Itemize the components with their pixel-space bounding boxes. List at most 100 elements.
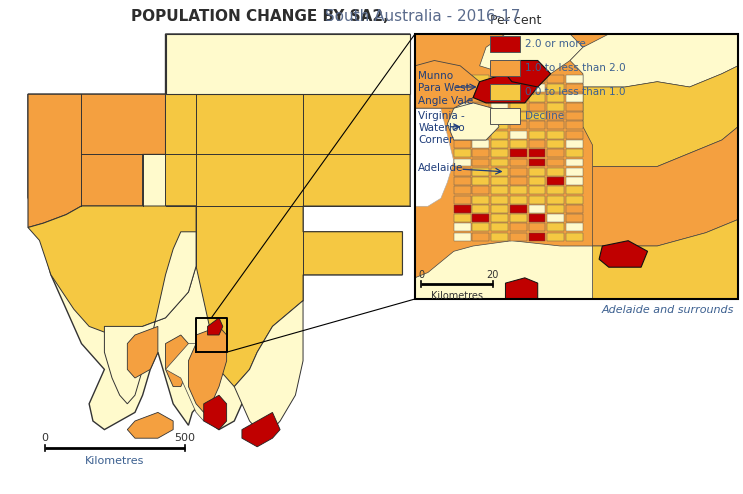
Text: South Australia - 2016-17: South Australia - 2016-17 [319,9,520,24]
Polygon shape [166,34,410,94]
Polygon shape [454,75,470,83]
Polygon shape [510,168,527,176]
Text: Decline: Decline [525,111,564,121]
Polygon shape [510,103,527,111]
Polygon shape [548,214,564,222]
Polygon shape [566,196,583,204]
Polygon shape [491,103,508,111]
Polygon shape [566,214,583,222]
Polygon shape [529,103,545,111]
Polygon shape [548,84,564,92]
Polygon shape [548,159,564,166]
Polygon shape [473,149,490,157]
Polygon shape [166,94,410,387]
Polygon shape [529,177,545,185]
Polygon shape [473,177,490,185]
Polygon shape [473,140,490,148]
Polygon shape [566,149,583,157]
Polygon shape [491,214,508,222]
Polygon shape [505,278,538,299]
Polygon shape [529,223,545,231]
Polygon shape [548,186,564,194]
Polygon shape [491,84,508,92]
Text: Kilometres: Kilometres [85,456,145,466]
Polygon shape [510,177,527,185]
Polygon shape [510,140,527,148]
Polygon shape [491,112,508,120]
Polygon shape [548,233,564,241]
Polygon shape [529,75,545,83]
Polygon shape [548,112,564,120]
Polygon shape [566,131,583,139]
Polygon shape [415,241,593,299]
Polygon shape [510,94,527,102]
Polygon shape [548,168,564,176]
Polygon shape [510,196,527,204]
Text: 1.0 to less than 2.0: 1.0 to less than 2.0 [525,63,626,73]
Polygon shape [548,205,564,213]
Polygon shape [473,74,538,103]
Polygon shape [415,108,454,206]
Polygon shape [529,205,545,213]
Polygon shape [566,159,583,166]
Polygon shape [473,122,490,129]
Bar [415,34,738,299]
Polygon shape [566,94,583,102]
Polygon shape [529,168,545,176]
Polygon shape [473,186,490,194]
Polygon shape [548,94,564,102]
Polygon shape [207,318,223,335]
Polygon shape [242,412,280,447]
Polygon shape [529,140,545,148]
Text: 20: 20 [487,270,499,281]
Polygon shape [473,131,490,139]
Polygon shape [566,140,583,148]
Polygon shape [510,159,527,166]
Bar [490,108,520,124]
Polygon shape [473,75,490,83]
Polygon shape [473,84,490,92]
Polygon shape [548,103,564,111]
Polygon shape [491,122,508,129]
Polygon shape [491,168,508,176]
Polygon shape [548,223,564,231]
Polygon shape [570,34,738,87]
Polygon shape [28,94,166,228]
Polygon shape [593,127,738,246]
Polygon shape [454,186,470,194]
Text: 2.0 or more: 2.0 or more [525,39,585,49]
Bar [415,34,738,299]
Polygon shape [548,177,564,185]
Polygon shape [510,205,527,213]
Polygon shape [473,196,490,204]
Polygon shape [529,112,545,120]
Polygon shape [529,159,545,166]
Polygon shape [491,131,508,139]
Polygon shape [566,186,583,194]
Polygon shape [548,131,564,139]
Polygon shape [473,159,490,166]
Polygon shape [510,84,527,92]
Polygon shape [593,219,738,299]
Polygon shape [566,205,583,213]
Polygon shape [454,112,470,120]
Polygon shape [548,196,564,204]
Text: Virginia -
Waterloo
Corner: Virginia - Waterloo Corner [418,111,465,145]
Polygon shape [166,335,189,387]
Polygon shape [491,205,508,213]
Polygon shape [454,122,470,129]
Polygon shape [454,168,470,176]
Polygon shape [491,223,508,231]
Polygon shape [566,112,583,120]
Text: Per cent: Per cent [490,14,542,27]
Polygon shape [566,233,583,241]
Polygon shape [529,196,545,204]
Polygon shape [454,177,470,185]
Polygon shape [127,327,158,378]
Polygon shape [28,206,196,335]
Polygon shape [510,112,527,120]
Polygon shape [491,75,508,83]
Polygon shape [454,84,470,92]
Polygon shape [189,327,227,412]
Polygon shape [234,301,303,438]
